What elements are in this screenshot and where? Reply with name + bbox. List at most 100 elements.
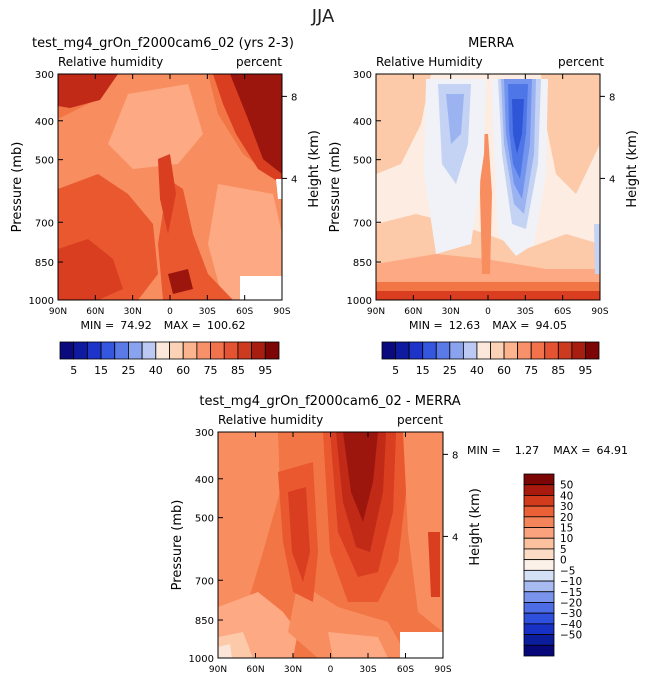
axes: 90N 60N 30N 0 30S 60S 90S 300 400 500 700 850 1000 8 4…	[10, 70, 322, 317]
colorbar-swatch	[523, 548, 555, 561]
colorbar-label: 85	[551, 364, 565, 377]
panel-title: test_mg4_grOn_f2000cam6_02 - MERRA	[199, 394, 460, 409]
x-tick-label: 30N	[124, 307, 142, 317]
x-tick-label: 0	[485, 307, 491, 317]
height-tick-label: 4	[609, 174, 615, 185]
colorbar-swatch	[86, 341, 102, 360]
y-tick-label: 700	[195, 576, 214, 587]
height-tick-label: 4	[452, 532, 458, 543]
colorbar-label: 40	[470, 364, 484, 377]
colorbar-swatch	[523, 537, 555, 550]
contour-fill	[480, 134, 492, 274]
y-tick-label: 700	[353, 218, 372, 229]
colorbar-swatch	[155, 341, 170, 360]
colorbar-swatch	[237, 341, 253, 360]
y-tick-label: 300	[35, 70, 54, 81]
y-tick-label: 700	[35, 218, 54, 229]
panel-diff: test_mg4_grOn_f2000cam6_02 - MERRA Relat…	[170, 394, 628, 675]
contour-fill	[158, 154, 176, 234]
x-tick-label: 0	[167, 307, 173, 317]
x-tick-label: 90N	[49, 307, 67, 317]
y-axis-label: Pressure (mb)	[328, 142, 343, 233]
colorbar-label: 0	[560, 555, 567, 567]
colorbar-swatch	[517, 341, 532, 360]
x-tick-label: 60S	[554, 307, 571, 317]
axes: 90N 60N 30N 0 30S 60S 90S 300 400 500 700 850 1000 8 4…	[328, 70, 640, 317]
colorbar-swatch	[435, 341, 451, 360]
y-tick-label: 400	[195, 475, 214, 486]
colorbar-label: 75	[524, 364, 538, 377]
y-tick-label: 300	[353, 70, 372, 81]
y2-axis-label: Height (km)	[625, 130, 640, 207]
variable-label: Relative humidity	[58, 55, 163, 69]
contour-fill	[376, 74, 431, 174]
missing-data-mask	[240, 276, 282, 300]
y-tick-label: 1000	[29, 296, 54, 307]
variable-label: Relative Humidity	[376, 55, 483, 69]
colorbar-swatch	[585, 341, 600, 360]
units-label: percent	[236, 55, 282, 69]
colorbar-swatch	[422, 341, 437, 360]
y-tick-label: 300	[195, 428, 214, 439]
y-tick-label: 500	[35, 156, 54, 167]
colorbar-swatch	[73, 341, 88, 360]
x-tick-label: 60S	[236, 307, 253, 317]
y-axis-label: Pressure (mb)	[170, 500, 185, 591]
colorbar-swatch	[523, 505, 555, 518]
colorbar-label: −40	[560, 619, 582, 631]
colorbar-label: 95	[258, 364, 272, 377]
colorbar-label: 60	[176, 364, 190, 377]
panel-obs: MERRA Relative Humidity percent 90N 60N 30…	[328, 36, 640, 377]
colorbar-label: 15	[560, 523, 573, 535]
contour-fill	[343, 432, 378, 522]
figure-title: JJA	[311, 6, 335, 27]
x-tick-label: 30S	[199, 307, 216, 317]
missing-data-mask	[276, 179, 282, 199]
colorbar-swatch	[210, 341, 225, 360]
colorbar-label: 95	[578, 364, 592, 377]
y-tick-label: 400	[35, 117, 54, 128]
colorbar-swatch	[408, 341, 424, 360]
colorbar-label: 5	[70, 364, 77, 377]
colorbar-label: 85	[231, 364, 245, 377]
height-tick-label: 8	[609, 92, 615, 103]
colorbar-swatch	[381, 341, 396, 360]
x-tick-label: 30N	[442, 307, 460, 317]
plot-area	[376, 74, 600, 300]
y-tick-label: 850	[35, 258, 54, 269]
x-tick-label: 60N	[86, 307, 104, 317]
colorbar-label: 5	[392, 364, 399, 377]
contour-fill	[218, 432, 280, 607]
colorbar-swatch	[59, 341, 75, 360]
colorbar-swatch	[523, 495, 555, 507]
colorbar-label: −50	[560, 630, 582, 642]
colorbar-swatch	[223, 341, 239, 360]
height-tick-label: 8	[291, 92, 297, 103]
colorbar-swatch	[141, 341, 157, 360]
colorbar-swatch	[128, 341, 143, 360]
colorbar-swatch	[523, 473, 555, 486]
height-tick-label: 8	[452, 450, 458, 461]
colorbar-swatch	[544, 341, 559, 360]
colorbar-swatch	[523, 634, 555, 646]
colorbar-swatch	[169, 341, 184, 360]
contour-fill	[58, 74, 118, 108]
variable-label: Relative humidity	[218, 413, 323, 427]
colorbar-swatch	[264, 341, 280, 360]
colorbar-label: 30	[560, 501, 573, 513]
contour-fill	[168, 269, 193, 294]
colorbar-label: 40	[149, 364, 163, 377]
y-tick-label: 1000	[347, 296, 372, 307]
y-axis-label: Pressure (mb)	[10, 142, 25, 233]
colorbar-label: 40	[560, 490, 573, 502]
contour-fill	[428, 532, 440, 597]
contour-fill	[446, 94, 464, 144]
x-tick-label: 90S	[273, 307, 290, 317]
contour-fill	[328, 632, 388, 658]
y2-axis-label: Height (km)	[468, 488, 483, 565]
x-tick-label: 30S	[359, 665, 376, 675]
colorbar-swatch	[523, 559, 555, 571]
colorbar-label: −5	[560, 565, 575, 577]
y-tick-label: 850	[353, 258, 372, 269]
